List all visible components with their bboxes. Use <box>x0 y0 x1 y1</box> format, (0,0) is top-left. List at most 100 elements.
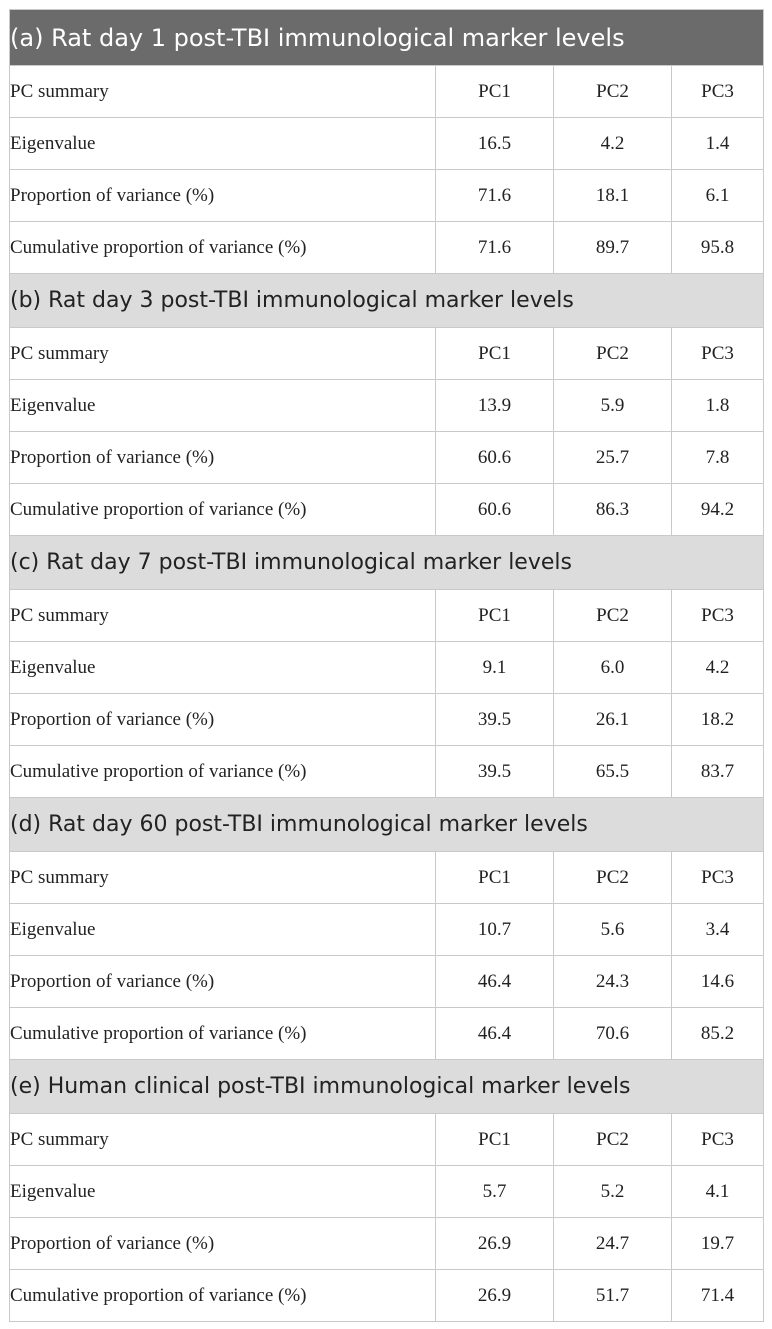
table-header-row: PC summary PC1 PC2 PC3 <box>9 1113 765 1166</box>
column-header-pc1: PC1 <box>435 589 554 642</box>
cell-pc1: 9.1 <box>435 641 554 694</box>
cell-pc3: 94.2 <box>670 483 765 536</box>
cell-pc2: 5.2 <box>553 1165 672 1218</box>
column-header-pc1: PC1 <box>435 65 554 118</box>
table-row: Eigenvalue 16.5 4.2 1.4 <box>9 117 765 170</box>
section-title: (a) Rat day 1 post-TBI immunological mar… <box>8 9 765 66</box>
cell-pc3: 14.6 <box>670 955 765 1008</box>
cell-pc2: 26.1 <box>553 693 672 746</box>
section-title: (e) Human clinical post-TBI immunologica… <box>8 1059 765 1114</box>
cell-pc3: 4.1 <box>670 1165 765 1218</box>
cell-pc1: 60.6 <box>435 431 554 484</box>
column-header-pc1: PC1 <box>435 1113 554 1166</box>
column-header-label: PC summary <box>9 589 436 642</box>
cell-pc3: 4.2 <box>670 641 765 694</box>
cell-pc2: 86.3 <box>553 483 672 536</box>
cell-pc1: 26.9 <box>435 1217 554 1270</box>
table-row: Proportion of variance (%) 26.9 24.7 19.… <box>9 1217 765 1270</box>
table-row: Cumulative proportion of variance (%) 39… <box>9 745 765 798</box>
cell-pc1: 5.7 <box>435 1165 554 1218</box>
cell-pc1: 46.4 <box>435 1007 554 1060</box>
cell-pc1: 71.6 <box>435 221 554 274</box>
column-header-label: PC summary <box>9 851 436 904</box>
section-header-b: (b) Rat day 3 post-TBI immunological mar… <box>8 273 765 328</box>
column-header-pc3: PC3 <box>670 65 765 118</box>
cell-pc1: 60.6 <box>435 483 554 536</box>
row-label: Eigenvalue <box>9 641 436 694</box>
section-title: (b) Rat day 3 post-TBI immunological mar… <box>8 273 765 328</box>
section-header-e: (e) Human clinical post-TBI immunologica… <box>8 1059 765 1114</box>
section-header-a: (a) Rat day 1 post-TBI immunological mar… <box>8 9 765 66</box>
column-header-pc2: PC2 <box>553 65 672 118</box>
row-label: Proportion of variance (%) <box>9 693 436 746</box>
cell-pc2: 18.1 <box>553 169 672 222</box>
column-header-pc2: PC2 <box>553 1113 672 1166</box>
cell-pc2: 6.0 <box>553 641 672 694</box>
table-row: Cumulative proportion of variance (%) 71… <box>9 221 765 274</box>
row-label: Cumulative proportion of variance (%) <box>9 221 436 274</box>
table-row: Cumulative proportion of variance (%) 46… <box>9 1007 765 1060</box>
table-row: Eigenvalue 13.9 5.9 1.8 <box>9 379 765 432</box>
row-label: Cumulative proportion of variance (%) <box>9 483 436 536</box>
cell-pc1: 26.9 <box>435 1269 554 1322</box>
table-row: Cumulative proportion of variance (%) 26… <box>9 1269 765 1322</box>
section-header-c: (c) Rat day 7 post-TBI immunological mar… <box>8 535 765 590</box>
cell-pc3: 95.8 <box>670 221 765 274</box>
column-header-label: PC summary <box>9 327 436 380</box>
column-header-pc1: PC1 <box>435 851 554 904</box>
cell-pc3: 83.7 <box>670 745 765 798</box>
cell-pc3: 6.1 <box>670 169 765 222</box>
cell-pc1: 71.6 <box>435 169 554 222</box>
row-label: Proportion of variance (%) <box>9 169 436 222</box>
cell-pc3: 71.4 <box>670 1269 765 1322</box>
table-header-row: PC summary PC1 PC2 PC3 <box>9 589 765 642</box>
cell-pc2: 65.5 <box>553 745 672 798</box>
table-row: Proportion of variance (%) 60.6 25.7 7.8 <box>9 431 765 484</box>
column-header-pc2: PC2 <box>553 851 672 904</box>
cell-pc2: 5.6 <box>553 903 672 956</box>
cell-pc2: 51.7 <box>553 1269 672 1322</box>
cell-pc3: 19.7 <box>670 1217 765 1270</box>
cell-pc3: 85.2 <box>670 1007 765 1060</box>
cell-pc3: 7.8 <box>670 431 765 484</box>
row-label: Cumulative proportion of variance (%) <box>9 1007 436 1060</box>
cell-pc1: 10.7 <box>435 903 554 956</box>
column-header-pc3: PC3 <box>670 851 765 904</box>
cell-pc1: 13.9 <box>435 379 554 432</box>
table-row: Cumulative proportion of variance (%) 60… <box>9 483 765 536</box>
cell-pc1: 39.5 <box>435 693 554 746</box>
table-row: Eigenvalue 9.1 6.0 4.2 <box>9 641 765 694</box>
row-label: Eigenvalue <box>9 1165 436 1218</box>
cell-pc2: 24.7 <box>553 1217 672 1270</box>
section-header-d: (d) Rat day 60 post-TBI immunological ma… <box>8 797 765 852</box>
column-header-pc1: PC1 <box>435 327 554 380</box>
table-row: Proportion of variance (%) 71.6 18.1 6.1 <box>9 169 765 222</box>
cell-pc2: 5.9 <box>553 379 672 432</box>
cell-pc2: 25.7 <box>553 431 672 484</box>
row-label: Eigenvalue <box>9 379 436 432</box>
cell-pc2: 24.3 <box>553 955 672 1008</box>
cell-pc3: 3.4 <box>670 903 765 956</box>
table-header-row: PC summary PC1 PC2 PC3 <box>9 851 765 904</box>
row-label: Cumulative proportion of variance (%) <box>9 1269 436 1322</box>
section-title: (d) Rat day 60 post-TBI immunological ma… <box>8 797 765 852</box>
pc-summary-table: (a) Rat day 1 post-TBI immunological mar… <box>8 9 765 1322</box>
cell-pc2: 89.7 <box>553 221 672 274</box>
section-title: (c) Rat day 7 post-TBI immunological mar… <box>8 535 765 590</box>
cell-pc1: 46.4 <box>435 955 554 1008</box>
column-header-label: PC summary <box>9 65 436 118</box>
row-label: Cumulative proportion of variance (%) <box>9 745 436 798</box>
table-header-row: PC summary PC1 PC2 PC3 <box>9 327 765 380</box>
cell-pc2: 70.6 <box>553 1007 672 1060</box>
table-row: Proportion of variance (%) 39.5 26.1 18.… <box>9 693 765 746</box>
table-row: Eigenvalue 5.7 5.2 4.1 <box>9 1165 765 1218</box>
table-header-row: PC summary PC1 PC2 PC3 <box>9 65 765 118</box>
cell-pc1: 39.5 <box>435 745 554 798</box>
cell-pc2: 4.2 <box>553 117 672 170</box>
cell-pc3: 1.4 <box>670 117 765 170</box>
cell-pc3: 18.2 <box>670 693 765 746</box>
row-label: Proportion of variance (%) <box>9 1217 436 1270</box>
cell-pc3: 1.8 <box>670 379 765 432</box>
row-label: Proportion of variance (%) <box>9 431 436 484</box>
row-label: Proportion of variance (%) <box>9 955 436 1008</box>
